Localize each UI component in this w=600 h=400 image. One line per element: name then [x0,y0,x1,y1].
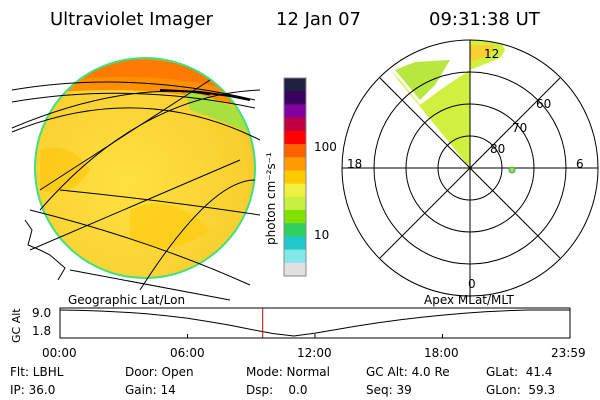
geographic-caption: Geographic Lat/Lon [68,293,186,307]
altitude-ylabel: GC Alt [10,308,23,343]
status-glon: GLon: 59.3 [486,383,556,397]
lat-label-60: 60 [536,97,552,111]
status-seq: Seq: 39 [366,383,412,397]
polar-aurora-wedge [390,40,505,168]
altitude-xticks [59,334,571,338]
lat-label-70: 70 [512,121,528,135]
altitude-ytick-min: 1.8 [32,324,52,338]
time-label: 09:31:38 UT [429,9,540,30]
mlt-label-0: 0 [468,277,476,291]
colorbar-segment [284,170,306,185]
polar-caption: Apex MLat/MLT [424,293,514,307]
mlt-label-12: 12 [484,47,500,61]
colorbar-segment [284,104,306,119]
date-label: 12 Jan 07 [276,9,361,30]
colorbar-segment [284,196,306,211]
colorbar-segment [284,144,306,158]
status-glat: GLat: 41.4 [486,365,553,379]
colorbar-segment [284,91,306,105]
colorbar [283,77,307,277]
altitude-ytick-max: 9.0 [32,306,52,320]
altitude-xtick-1: 06:00 [170,346,205,360]
status-ip: IP: 36.0 [10,383,56,397]
polar-plot [341,39,599,297]
altitude-xtick-3: 18:00 [424,346,459,360]
mlt-label-18: 18 [347,157,363,171]
status-filter: Flt: LBHL [10,365,64,379]
colorbar-segment [284,78,306,92]
altitude-xtick-0: 00:00 [42,346,77,360]
colorbar-segment [284,117,306,132]
lat-label-80: 80 [490,142,506,156]
colorbar-tick-100: 100 [314,140,337,154]
status-gain: Gain: 14 [125,383,176,397]
altitude-curve [59,309,570,337]
colorbar-segment [284,130,306,145]
colorbar-segment [284,249,306,264]
colorbar-segment [284,223,306,237]
colorbar-segment [284,157,306,171]
instrument-title: Ultraviolet Imager [50,9,213,30]
status-mode: Mode: Normal [246,365,330,379]
colorbar-segment [284,183,306,198]
altitude-xtick-4: 23:59 [551,346,586,360]
colorbar-tick-10: 10 [314,228,330,242]
colorbar-unit-label: photon cm⁻²s⁻¹ [264,152,278,245]
geographic-image [11,57,261,301]
altitude-xtick-2: 12:00 [297,346,332,360]
status-door: Door: Open [125,365,194,379]
colorbar-segment [284,210,306,224]
colorbar-segment [284,262,306,277]
mlt-label-6: 6 [576,157,584,171]
altitude-plot [59,307,571,339]
status-dsp: Dsp: 0.0 [246,383,308,397]
status-gc-alt: GC Alt: 4.0 Re [366,365,450,379]
colorbar-segment [284,236,306,251]
